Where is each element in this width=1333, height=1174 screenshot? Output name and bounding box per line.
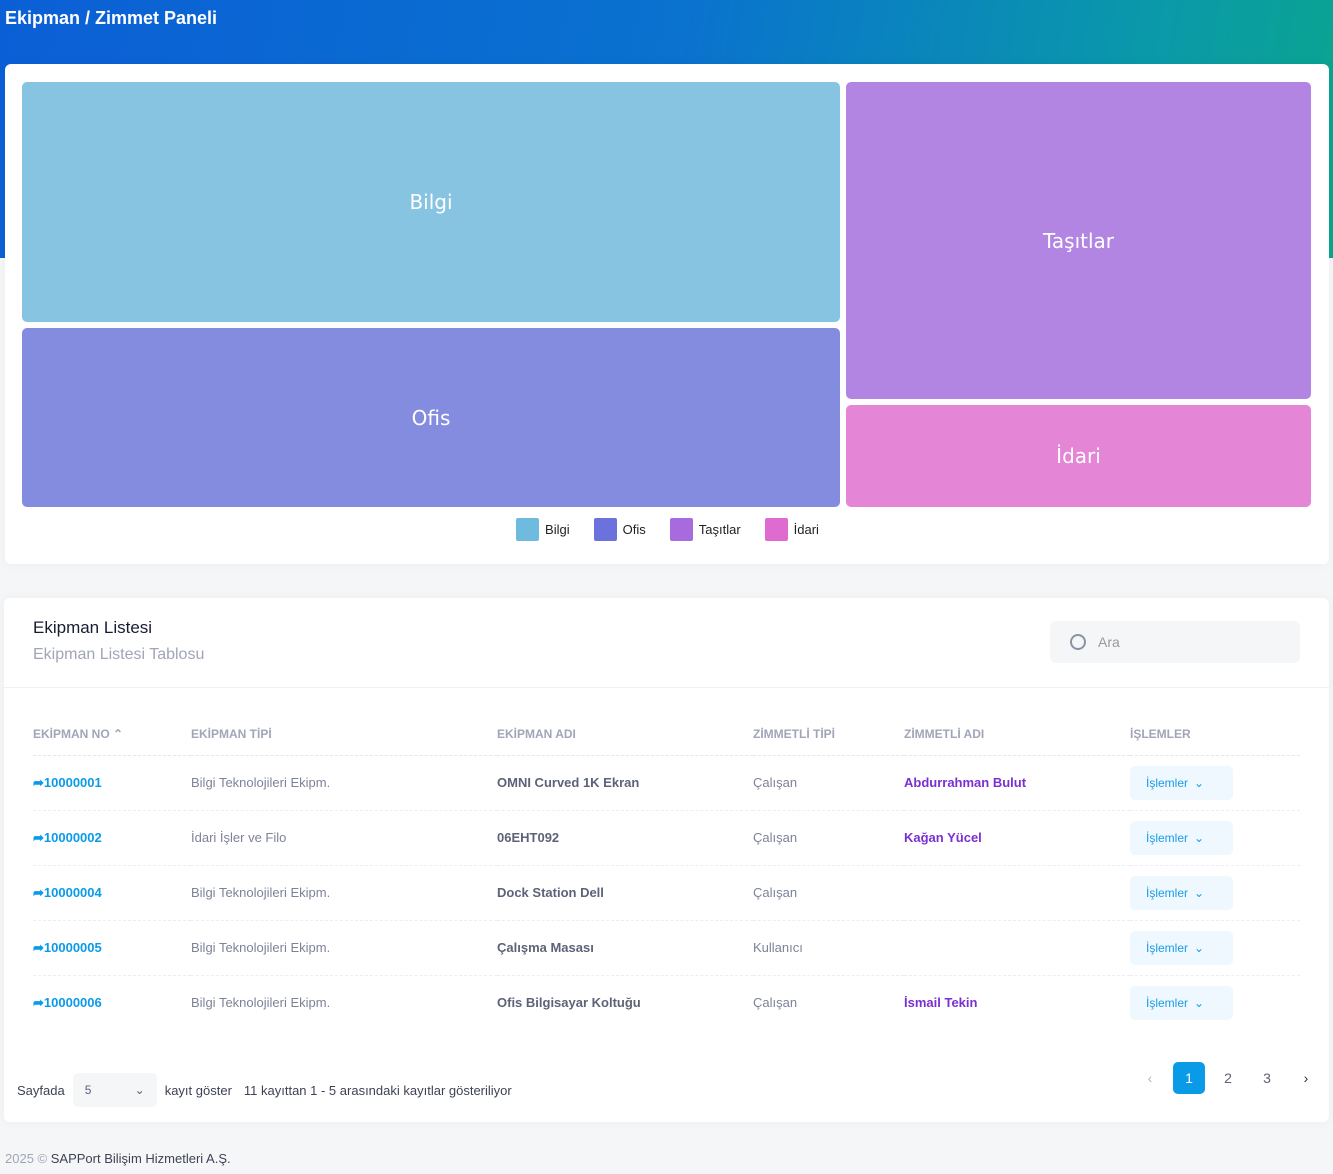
actions-dropdown-button[interactable]: İşlemler ⌄ bbox=[1130, 930, 1233, 965]
chevron-down-icon: ⌄ bbox=[1194, 885, 1205, 900]
page-1-button[interactable]: 1 bbox=[1173, 1062, 1205, 1094]
treemap-label: Taşıtlar bbox=[1042, 228, 1114, 253]
equipment-type: Bilgi Teknolojileri Ekipm. bbox=[191, 755, 497, 811]
equipment-name: 06EHT092 bbox=[497, 810, 753, 866]
actions-dropdown-button[interactable]: İşlemler ⌄ bbox=[1130, 985, 1233, 1020]
equipment-name: Dock Station Dell bbox=[497, 865, 753, 921]
share-icon: ➦ bbox=[33, 829, 44, 845]
equipment-type: Bilgi Teknolojileri Ekipm. bbox=[191, 865, 497, 921]
column-header: İŞLEMLER bbox=[1130, 713, 1300, 756]
legend-item[interactable]: İdari bbox=[764, 518, 819, 541]
search-icon bbox=[1070, 634, 1086, 650]
search-input[interactable]: Ara bbox=[1050, 621, 1300, 663]
column-header[interactable]: ZİMMETLİ ADI bbox=[904, 713, 1130, 756]
assignee-name[interactable] bbox=[904, 920, 1130, 976]
treemap-cell-ofis[interactable]: Ofis bbox=[22, 328, 840, 507]
page-size-suffix: kayıt göster bbox=[164, 1082, 232, 1098]
legend-label: Taşıtlar bbox=[698, 522, 741, 537]
list-subtitle: Ekipman Listesi Tablosu bbox=[33, 646, 205, 663]
equipment-no-link[interactable]: ➦10000001 bbox=[33, 755, 191, 811]
chevron-down-icon: ⌄ bbox=[134, 1083, 145, 1097]
table-row: ➦10000002 İdari İşler ve Filo 06EHT092 Ç… bbox=[33, 810, 1300, 866]
company-name: SAPPort Bilişim Hizmetleri A.Ş. bbox=[50, 1151, 231, 1166]
sort-asc-icon: ⌃ bbox=[113, 726, 124, 741]
list-title: Ekipman Listesi bbox=[33, 618, 153, 637]
chevron-down-icon: ⌄ bbox=[1194, 995, 1205, 1010]
legend-label: Bilgi bbox=[545, 522, 570, 537]
share-icon: ➦ bbox=[33, 774, 44, 790]
assignee-name[interactable]: Abdurrahman Bulut bbox=[904, 755, 1130, 811]
equipment-type: İdari İşler ve Filo bbox=[191, 810, 497, 866]
assignee-name[interactable]: İsmail Tekin bbox=[904, 995, 978, 1011]
chevron-down-icon: ⌄ bbox=[1194, 775, 1205, 790]
table-row: ➦10000001 Bilgi Teknolojileri Ekipm. OMN… bbox=[33, 755, 1300, 811]
page-size-select[interactable]: 5 ⌄ bbox=[72, 1073, 157, 1107]
share-icon: ➦ bbox=[33, 939, 44, 955]
table-row: ➦10000004 Bilgi Teknolojileri Ekipm. Doc… bbox=[33, 865, 1300, 921]
assignee-type: Çalışan bbox=[753, 865, 904, 921]
pagination: ‹ 1 2 3 › bbox=[1134, 1062, 1322, 1094]
column-header[interactable]: EKİPMAN TİPİ bbox=[191, 713, 497, 756]
page-2-button[interactable]: 2 bbox=[1224, 1070, 1232, 1086]
equipment-type: Bilgi Teknolojileri Ekipm. bbox=[191, 995, 331, 1011]
share-icon: ➦ bbox=[33, 994, 44, 1010]
equipment-type: Bilgi Teknolojileri Ekipm. bbox=[191, 920, 497, 976]
equipment-name: Ofis Bilgisayar Koltuğu bbox=[497, 995, 641, 1011]
chevron-down-icon: ⌄ bbox=[1194, 940, 1205, 955]
page-title: Ekipman / Zimmet Paneli bbox=[5, 8, 218, 28]
equipment-no-link[interactable]: ➦10000002 bbox=[33, 810, 191, 866]
legend-item[interactable]: Taşıtlar bbox=[669, 518, 741, 541]
page-size-label: Sayfada bbox=[17, 1082, 65, 1098]
page-3-button[interactable]: 3 bbox=[1263, 1070, 1271, 1086]
column-header-no[interactable]: EKİPMAN NO ⌃ bbox=[33, 713, 191, 756]
next-page-button[interactable]: › bbox=[1303, 1070, 1309, 1086]
actions-dropdown-button[interactable]: İşlemler ⌄ bbox=[1130, 765, 1233, 800]
column-header[interactable]: EKİPMAN ADI bbox=[497, 713, 753, 756]
equipment-name: Çalışma Masası bbox=[497, 920, 753, 976]
assignee-type: Çalışan bbox=[753, 810, 904, 866]
equipment-no-link[interactable]: ➦10000006 bbox=[33, 994, 102, 1010]
column-header[interactable]: ZİMMETLİ TİPİ bbox=[753, 713, 904, 756]
legend-item[interactable]: Bilgi bbox=[516, 518, 570, 541]
legend-label: İdari bbox=[793, 522, 819, 537]
chevron-down-icon: ⌄ bbox=[1194, 830, 1205, 845]
page-size-control: Sayfada 5 ⌄ kayıt göster 11 kayıttan 1 - … bbox=[17, 1073, 512, 1107]
divider bbox=[4, 687, 1329, 688]
table-row: ➦10000005 Bilgi Teknolojileri Ekipm. Çal… bbox=[33, 920, 1300, 976]
records-info: 11 kayıttan 1 - 5 arasındaki kayıtlar gö… bbox=[243, 1082, 512, 1098]
assignee-name[interactable] bbox=[904, 865, 1130, 921]
legend-item[interactable]: Ofis bbox=[593, 518, 646, 541]
table-row: ➦10000006 Bilgi Teknolojileri Ekipm. Ofi… bbox=[33, 975, 1300, 1030]
equipment-list-card: Ekipman Listesi Ekipman Listesi Tablosu … bbox=[4, 598, 1329, 1122]
actions-dropdown-button[interactable]: İşlemler ⌄ bbox=[1130, 820, 1233, 855]
treemap-label: Ofis bbox=[411, 405, 451, 430]
treemap-cell-bilgi[interactable]: Bilgi bbox=[22, 82, 840, 322]
treemap-card: Bilgi Ofis Taşıtlar İdari Bilgi Ofis Taş… bbox=[5, 64, 1329, 564]
equipment-no-link[interactable]: ➦10000005 bbox=[33, 920, 191, 976]
treemap-label: Bilgi bbox=[409, 190, 453, 214]
chart-legend: Bilgi Ofis Taşıtlar İdari bbox=[5, 518, 1330, 541]
treemap-cell-idari[interactable]: İdari bbox=[846, 405, 1311, 507]
actions-dropdown-button[interactable]: İşlemler ⌄ bbox=[1130, 875, 1233, 910]
equipment-name: OMNI Curved 1K Ekran bbox=[497, 755, 753, 811]
assignee-type: Kullanıcı bbox=[753, 920, 904, 976]
legend-label: Ofis bbox=[622, 522, 646, 537]
treemap-label: İdari bbox=[1056, 444, 1101, 468]
treemap-cell-tasitlar[interactable]: Taşıtlar bbox=[846, 82, 1311, 399]
footer: 2025 © SAPPort Bilişim Hizmetleri A.Ş. bbox=[5, 1151, 231, 1166]
share-icon: ➦ bbox=[33, 884, 44, 900]
equipment-no-link[interactable]: ➦10000004 bbox=[33, 865, 191, 921]
assignee-type: Çalışan bbox=[753, 755, 904, 811]
assignee-name[interactable]: Kağan Yücel bbox=[904, 810, 1130, 866]
search-placeholder: Ara bbox=[1098, 634, 1120, 650]
prev-page-button[interactable]: ‹ bbox=[1147, 1070, 1153, 1086]
equipment-table: EKİPMAN NO ⌃ EKİPMAN TİPİ EKİPMAN ADI Zİ… bbox=[33, 713, 1300, 1030]
assignee-type: Çalışan bbox=[753, 995, 798, 1011]
